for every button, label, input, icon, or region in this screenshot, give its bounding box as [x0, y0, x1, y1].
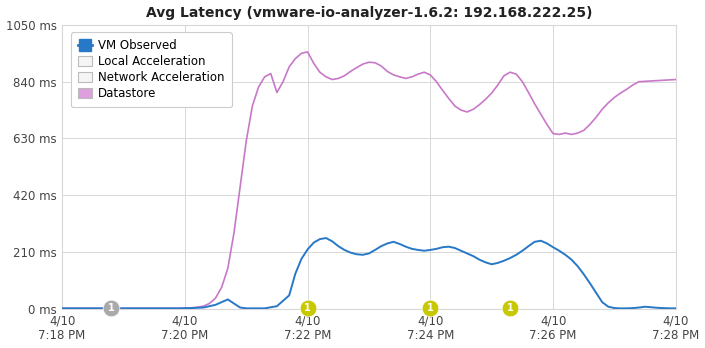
- Title: Avg Latency (vmware-io-analyzer-1.6.2: 192.168.222.25): Avg Latency (vmware-io-analyzer-1.6.2: 1…: [146, 6, 592, 19]
- Text: 1: 1: [108, 303, 115, 313]
- Text: 1: 1: [507, 303, 513, 313]
- Text: 1: 1: [305, 303, 311, 313]
- Text: 1: 1: [427, 303, 434, 313]
- Legend: VM Observed, Local Acceleration, Network Acceleration, Datastore: VM Observed, Local Acceleration, Network…: [71, 32, 232, 107]
